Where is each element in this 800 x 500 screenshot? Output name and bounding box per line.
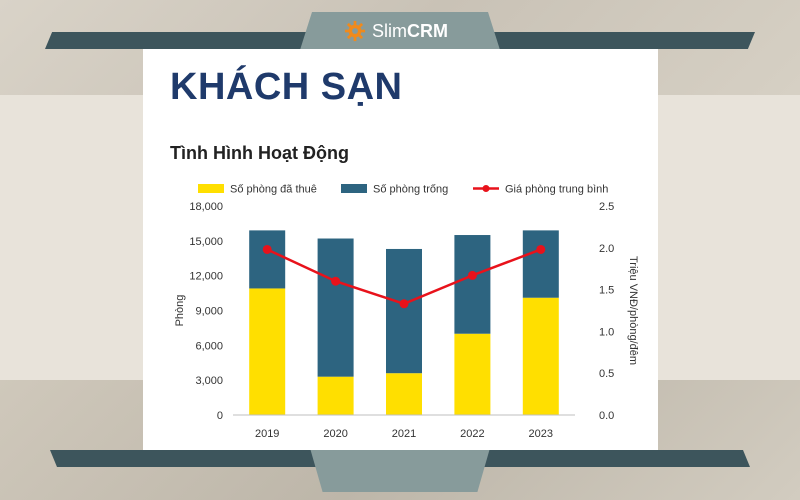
- chart-axes: 0 3,000 6,000 9,000 12,000 15,000 18,000 0.0 0.5…: [174, 201, 639, 440]
- bar: [522, 230, 559, 298]
- legend-marker: [482, 185, 490, 192]
- y-tick-label: 15,000: [189, 236, 223, 248]
- bar-series: [249, 230, 559, 415]
- brand-name-crm: CRM: [407, 20, 448, 41]
- line-point: [399, 299, 409, 309]
- bottom-tab: [310, 448, 490, 492]
- gear-icon: [344, 20, 366, 42]
- y2-tick-label: 0.0: [599, 410, 614, 422]
- legend-label: Số phòng đã thuê: [230, 184, 317, 196]
- line-point: [262, 244, 272, 254]
- x-tick-label: 2023: [529, 428, 553, 440]
- y-tick-label: 0: [217, 410, 223, 422]
- legend-label: Giá phòng trung bình: [505, 184, 608, 196]
- line-point: [331, 276, 341, 286]
- y-tick-label: 6,000: [195, 340, 223, 352]
- y2-tick-label: 0.5: [599, 368, 614, 380]
- line-point: [467, 270, 477, 280]
- brand-logo: Slim CRM: [344, 18, 448, 44]
- y2-axis-label: Triệu VNĐ/phòng/đêm: [627, 256, 639, 365]
- line-point: [536, 244, 546, 254]
- page-title: KHÁCH SẠN: [170, 66, 403, 108]
- y-tick-label: 12,000: [189, 271, 223, 283]
- y-tick-label: 9,000: [195, 306, 223, 318]
- y2-tick-label: 2.0: [599, 243, 614, 255]
- x-tick-label: 2020: [323, 428, 347, 440]
- bar: [249, 230, 286, 289]
- bar: [454, 235, 491, 334]
- bar: [386, 373, 422, 415]
- chart-legend: Số phòng đã thuê Số phòng trống Giá phòng …: [198, 184, 608, 196]
- x-tick-label: 2021: [392, 428, 416, 440]
- x-tick-label: 2019: [255, 428, 279, 440]
- legend-swatch: [341, 184, 367, 193]
- y2-tick-label: 1.5: [599, 285, 614, 297]
- bar: [522, 297, 559, 415]
- chart-subtitle: Tình Hình Hoạt Động: [170, 143, 349, 163]
- line-series: [262, 244, 546, 309]
- bar: [386, 248, 422, 374]
- brand-name-slim: Slim: [372, 20, 407, 41]
- logo-tab: [300, 12, 500, 50]
- bar: [317, 376, 354, 415]
- y2-tick-label: 2.5: [599, 201, 614, 213]
- x-tick-label: 2022: [460, 428, 484, 440]
- bar: [454, 333, 491, 415]
- y-tick-label: 3,000: [195, 375, 223, 387]
- legend-label: Số phòng trống: [373, 184, 448, 196]
- y2-tick-label: 1.0: [599, 326, 614, 338]
- y-tick-label: 18,000: [189, 201, 223, 213]
- bar: [249, 288, 286, 415]
- y-axis-label: Phòng: [174, 295, 186, 327]
- bar: [317, 238, 354, 377]
- operations-chart: Số phòng đã thuê Số phòng trống Giá phòng …: [174, 184, 639, 441]
- legend-swatch: [198, 184, 224, 193]
